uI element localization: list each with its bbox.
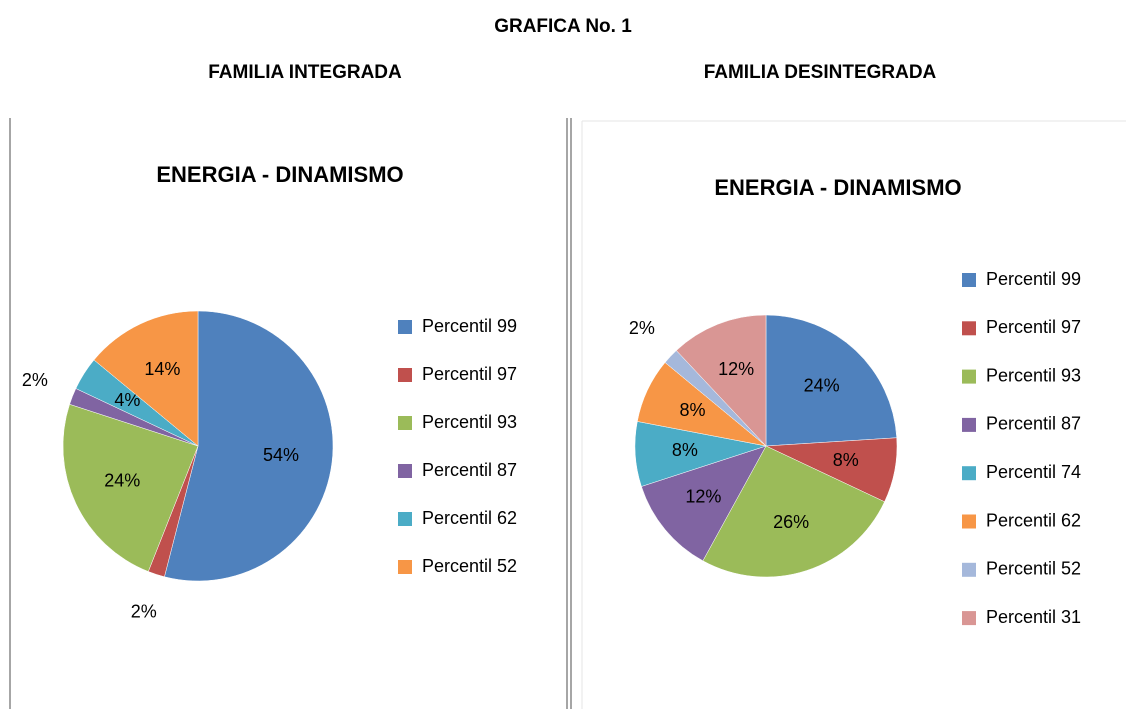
subtitle: FAMILIA INTEGRADA [208, 62, 402, 83]
subtitle: FAMILIA DESINTEGRADA [704, 62, 937, 83]
data-label: 2% [22, 370, 48, 390]
data-label: 8% [680, 400, 706, 420]
legend-label: Percentil 99 [986, 269, 1081, 289]
data-label: 24% [804, 376, 840, 396]
legend-label: Percentil 62 [422, 508, 517, 528]
legend-label: Percentil 93 [422, 412, 517, 432]
page-title: GRAFICA No. 1 [494, 16, 632, 37]
legend-swatch [962, 562, 976, 577]
legend-label: Percentil 74 [986, 462, 1081, 482]
data-label: 12% [685, 487, 721, 507]
chart-title: ENERGIA - DINAMISMO [156, 162, 403, 187]
data-label: 26% [773, 512, 809, 532]
legend-label: Percentil 99 [422, 316, 517, 336]
legend-label: Percentil 52 [986, 559, 1081, 579]
legend-label: Percentil 97 [986, 317, 1081, 337]
pie-slice [765, 314, 898, 447]
legend-swatch [962, 514, 976, 529]
pie-slice [62, 403, 199, 572]
pie-slice [675, 314, 767, 447]
legend-swatch [398, 464, 412, 478]
legend-swatch [398, 368, 412, 382]
legend-swatch [962, 321, 976, 336]
legend-swatch [962, 369, 976, 384]
legend-label: Percentil 87 [422, 460, 517, 480]
data-label: 2% [629, 318, 655, 338]
data-label: 14% [144, 359, 180, 379]
legend-swatch [962, 273, 976, 287]
legend-label: Percentil 87 [986, 414, 1081, 434]
legend-swatch [398, 560, 412, 574]
legend-label: Percentil 62 [986, 510, 1081, 530]
legend-swatch [962, 417, 976, 432]
legend-swatch [398, 416, 412, 430]
legend-swatch [398, 512, 412, 526]
data-label: 8% [833, 450, 859, 470]
legend-swatch [962, 466, 976, 481]
data-label: 2% [131, 602, 157, 622]
legend-swatch [962, 611, 976, 626]
legend-label: Percentil 93 [986, 365, 1081, 385]
legend-swatch [398, 320, 412, 334]
data-label: 24% [104, 470, 140, 490]
pie-slice [702, 445, 885, 578]
data-label: 4% [114, 390, 140, 410]
data-label: 54% [263, 445, 299, 465]
pie-slice [164, 310, 334, 582]
legend-label: Percentil 52 [422, 556, 517, 576]
pie-slice [641, 445, 767, 562]
pie-slice [93, 310, 199, 447]
legend-label: Percentil 31 [986, 607, 1081, 627]
data-label: 12% [718, 359, 754, 379]
data-label: 8% [672, 440, 698, 460]
chart-title: ENERGIA - DINAMISMO [714, 175, 961, 200]
legend-label: Percentil 97 [422, 364, 517, 384]
